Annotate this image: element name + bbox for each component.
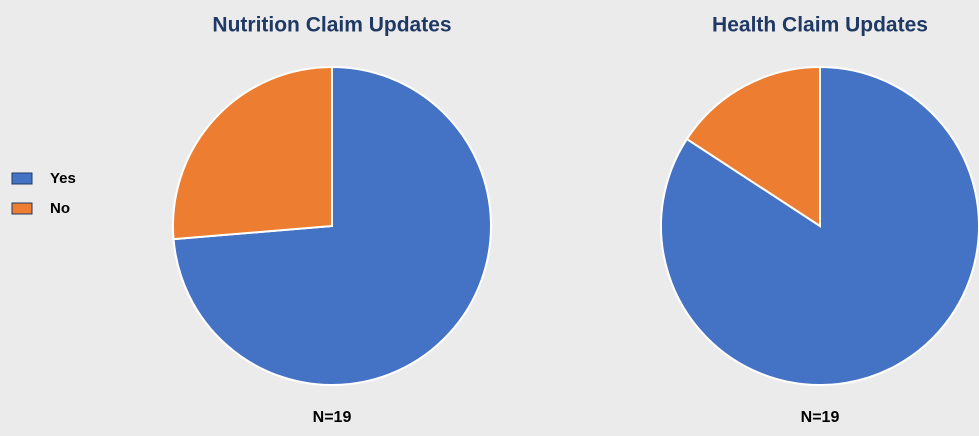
legend-label: Yes xyxy=(50,170,76,187)
chart-title: Health Claim Updates xyxy=(712,14,928,37)
pie-slice xyxy=(172,65,333,241)
legend-label: No xyxy=(50,200,70,217)
annotation: N=19 xyxy=(801,409,840,426)
chart-title: Nutrition Claim Updates xyxy=(212,14,451,37)
legend-swatch xyxy=(11,172,33,185)
pie-slice xyxy=(685,65,821,228)
legend-swatch xyxy=(11,202,33,215)
annotation: N=19 xyxy=(313,409,352,426)
